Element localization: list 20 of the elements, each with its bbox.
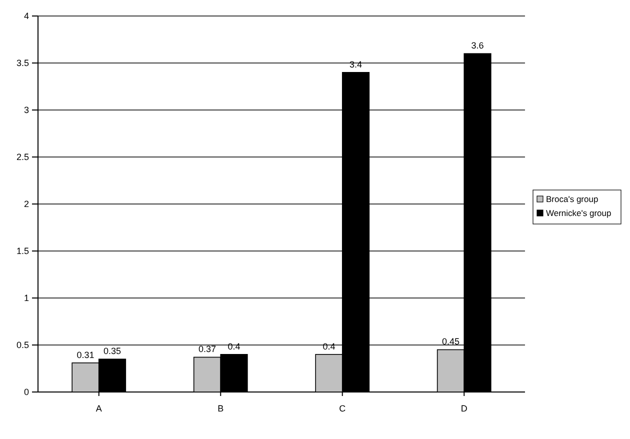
x-tick-label: A bbox=[96, 404, 102, 414]
legend-label: Wernicke's group bbox=[546, 208, 612, 218]
y-tick-label: 0.5 bbox=[16, 340, 29, 350]
data-label: 0.31 bbox=[76, 350, 94, 360]
data-label: 0.45 bbox=[442, 336, 460, 347]
y-tick-label: 1 bbox=[24, 292, 29, 303]
x-tick-label: C bbox=[339, 404, 346, 414]
data-label: 3.6 bbox=[471, 40, 484, 51]
legend-label: Broca's group bbox=[546, 194, 598, 204]
y-tick-label: 3.5 bbox=[16, 58, 29, 68]
y-tick-label: 1.5 bbox=[16, 246, 29, 256]
x-tick-label: D bbox=[460, 404, 468, 414]
y-tick-label: 4 bbox=[24, 10, 29, 21]
x-tick-label: B bbox=[218, 404, 224, 414]
y-tick-label: 2.5 bbox=[16, 152, 29, 162]
y-tick-label: 0 bbox=[24, 386, 29, 397]
y-tick-label: 3 bbox=[24, 104, 29, 115]
data-label: 0.37 bbox=[198, 344, 216, 354]
y-tick-label: 2 bbox=[24, 198, 29, 209]
data-label: 0.35 bbox=[104, 346, 122, 356]
